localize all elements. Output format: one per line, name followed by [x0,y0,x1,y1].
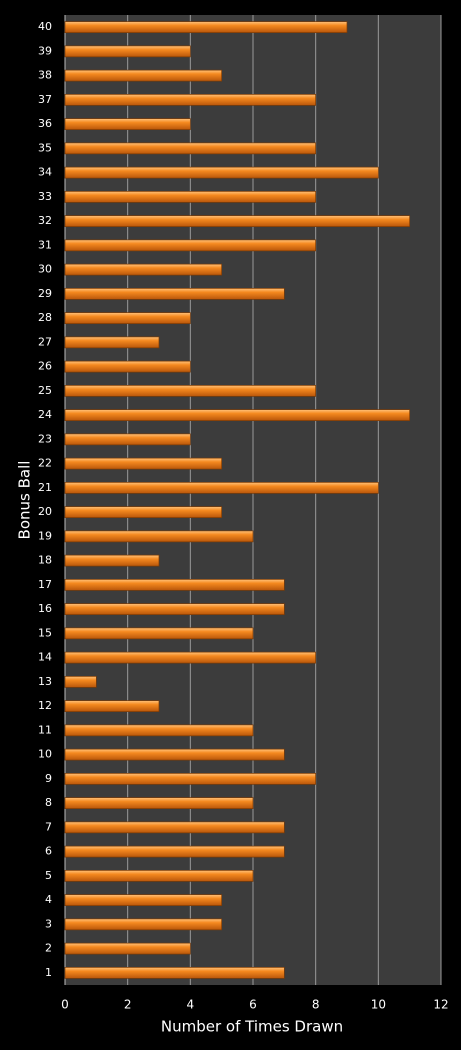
bar [64,942,191,955]
y-tick-label: 20 [38,505,52,518]
y-tick-label: 36 [38,117,52,130]
bar [64,676,97,688]
x-tick-label: 0 [61,998,69,1012]
bar [64,360,191,373]
bar [64,870,254,882]
y-tick-label: 19 [38,529,52,542]
bar [64,845,285,858]
bar [64,288,285,300]
y-tick-label: 27 [38,335,52,348]
y-tick-label: 38 [38,69,52,82]
bar [64,94,317,106]
y-tick-label: 21 [38,481,52,494]
x-tick-label: 4 [187,998,195,1012]
bar [64,821,285,834]
bar [64,215,411,227]
x-tick-label: 10 [371,998,386,1012]
bar [64,482,379,494]
y-tick-label: 6 [45,845,52,858]
y-tick-label: 2 [45,942,52,955]
bar [64,651,317,664]
bar [64,506,223,518]
bar [64,239,317,252]
y-tick-label: 17 [38,578,52,591]
bar [64,554,160,567]
bar [64,409,411,421]
bar [64,797,254,809]
y-tick-label: 32 [38,214,52,227]
y-tick-label: 13 [38,675,52,688]
y-tick-label: 37 [38,93,52,106]
y-tick-label: 18 [38,554,52,567]
y-tick-label: 9 [45,772,52,785]
y-tick-label: 40 [38,20,52,33]
x-tick-label: 8 [312,998,320,1012]
x-tick-label: 2 [124,998,132,1012]
bar [64,385,317,397]
bar [64,312,191,324]
y-tick-label: 35 [38,141,52,154]
y-tick-label: 30 [38,263,52,276]
bar [64,21,348,33]
x-axis-title: Number of Times Drawn [161,1018,343,1036]
bar [64,918,223,931]
bar [64,263,223,276]
bar [64,603,285,615]
y-tick-label: 12 [38,699,52,712]
y-tick-label: 3 [45,917,52,930]
bar [64,530,254,543]
bar [64,700,160,712]
y-tick-label: 14 [38,651,52,664]
y-tick-label: 1 [45,966,52,979]
bar [64,748,285,761]
bar [64,773,317,785]
y-tick-label: 28 [38,311,52,324]
y-axis-title: Bonus Ball [16,461,34,540]
bar [64,142,317,155]
bar [64,45,191,58]
y-tick-label: 8 [45,796,52,809]
bar [64,967,285,979]
bar [64,118,191,130]
y-tick-label: 24 [38,408,52,421]
y-tick-label: 26 [38,360,52,373]
y-tick-label: 22 [38,457,52,470]
y-tick-label: 7 [45,820,52,833]
bar [64,336,160,349]
bar [64,69,223,82]
bar [64,579,285,591]
y-tick-label: 11 [38,723,52,736]
bar [64,191,317,203]
y-tick-label: 29 [38,287,52,300]
y-tick-label: 25 [38,384,52,397]
y-tick-label: 15 [38,626,52,639]
y-tick-label: 10 [38,748,52,761]
bar [64,627,254,640]
x-tick-label: 12 [433,998,448,1012]
y-tick-label: 31 [38,238,52,251]
y-tick-label: 5 [45,869,52,882]
bar [64,457,223,470]
x-tick-label: 6 [249,998,257,1012]
y-tick-label: 39 [38,44,52,57]
y-tick-label: 16 [38,602,52,615]
bar [64,166,379,179]
y-tick-label: 34 [38,166,52,179]
bar [64,724,254,737]
y-tick-label: 23 [38,432,52,445]
y-tick-label: 4 [45,893,52,906]
bar [64,894,223,906]
bar [64,433,191,446]
y-tick-label: 33 [38,190,52,203]
